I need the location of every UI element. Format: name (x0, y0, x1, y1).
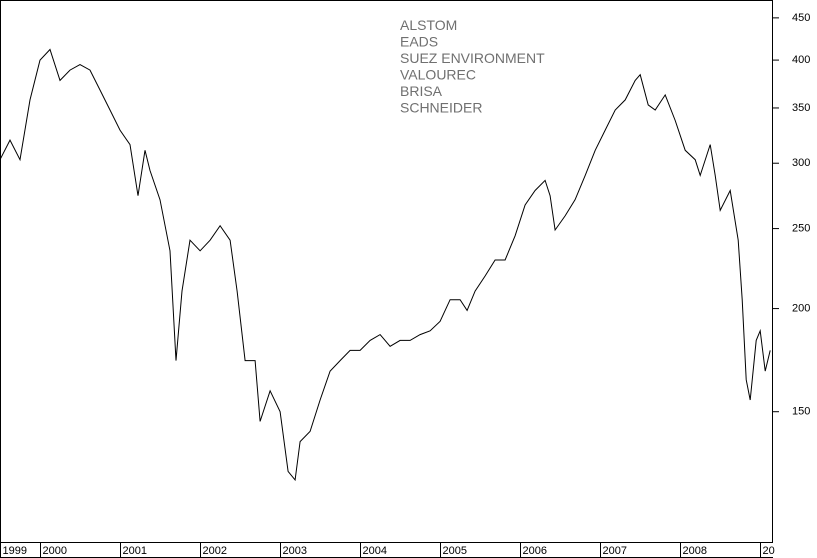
x-tick-label: 2001 (123, 545, 147, 557)
x-tick-label: 2006 (523, 545, 547, 557)
plot-frame (0, 0, 773, 543)
annotation: VALOUREC (400, 67, 476, 83)
y-tick-label: 200 (792, 302, 810, 314)
x-tick-label: 2008 (683, 545, 707, 557)
y-tick-label: 300 (792, 157, 810, 169)
y-tick-label: 250 (792, 222, 810, 234)
x-tick-label: 2005 (443, 545, 467, 557)
y-tick-label: 350 (792, 102, 810, 114)
annotation: EADS (400, 34, 438, 50)
price-line (0, 48, 771, 482)
x-tick-label: 2004 (363, 545, 387, 557)
y-tick-label: 150 (792, 406, 810, 418)
annotation: ALSTOM (400, 17, 457, 33)
annotation: BRISA (400, 83, 443, 99)
x-tick-label: 2007 (603, 545, 627, 557)
y-tick-label: 400 (792, 54, 810, 66)
annotation: SCHNEIDER (400, 100, 482, 116)
annotation: SUEZ ENVIRONMENT (400, 50, 545, 66)
x-tick-label: 2003 (283, 545, 307, 557)
x-tick-label: 20 (763, 545, 775, 557)
x-tick-label: 1999 (3, 545, 27, 557)
y-tick-label: 450 (792, 12, 810, 24)
x-tick-label: 2002 (203, 545, 227, 557)
x-tick-label: 2000 (43, 545, 67, 557)
